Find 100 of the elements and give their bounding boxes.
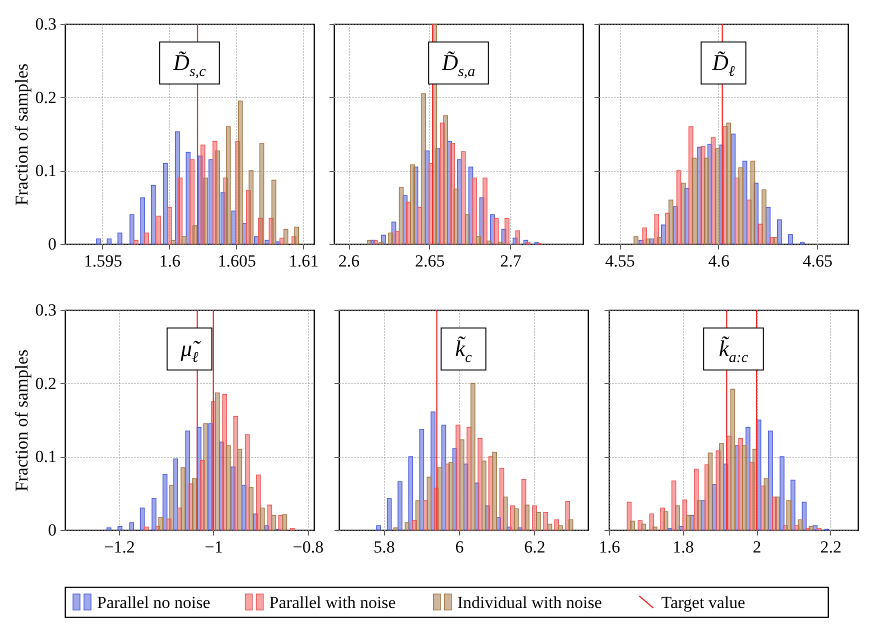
bar <box>394 231 400 244</box>
bar <box>719 443 724 530</box>
bar <box>381 234 386 244</box>
bar <box>167 206 172 244</box>
bar <box>144 526 149 530</box>
x-tick-label: 4.6 <box>708 252 730 270</box>
x-tick-label: 1.8 <box>672 538 694 556</box>
bar <box>282 514 288 530</box>
y-tick-label: 0 <box>48 520 56 540</box>
bar <box>180 467 186 530</box>
bar <box>750 160 756 244</box>
bar <box>129 522 134 530</box>
bar <box>388 232 393 244</box>
bar <box>178 178 183 244</box>
bar <box>790 480 796 530</box>
bar <box>271 514 276 530</box>
bar <box>156 216 162 244</box>
bar <box>777 219 782 244</box>
bar <box>630 520 635 530</box>
bar <box>367 240 372 244</box>
legend-label: Individual with noise <box>457 593 602 612</box>
bar <box>486 240 492 244</box>
legend-label: Target value <box>661 593 746 612</box>
bar <box>676 170 682 244</box>
bar <box>226 126 231 244</box>
bar <box>634 236 638 244</box>
bar <box>238 100 243 244</box>
bar <box>568 519 574 530</box>
bar <box>130 214 134 244</box>
bar <box>494 218 499 244</box>
bar <box>421 93 426 244</box>
bar <box>780 456 784 530</box>
bar <box>472 178 478 244</box>
bar <box>248 487 254 530</box>
bar <box>150 184 156 244</box>
text: μ̃$_{ℓ}$ <box>180 336 202 366</box>
bar <box>117 232 122 244</box>
bar <box>696 500 702 530</box>
bar <box>454 188 458 244</box>
legend-label: Parallel no noise <box>97 593 210 612</box>
bar <box>106 527 112 530</box>
bar <box>448 462 454 530</box>
text: k̃$_{c}$ <box>455 336 472 366</box>
bar <box>171 240 176 244</box>
bar <box>786 500 792 530</box>
bar <box>730 388 736 530</box>
bar <box>514 508 519 530</box>
bar <box>515 230 520 244</box>
x-tick-label: 1.605 <box>218 252 256 270</box>
bar <box>482 460 486 530</box>
bar <box>393 527 398 530</box>
bar <box>158 517 164 530</box>
bar <box>244 434 250 530</box>
bar <box>144 232 150 244</box>
bar <box>710 137 716 244</box>
bar <box>203 178 208 244</box>
bar <box>680 182 686 244</box>
x-tick-label: 1.6 <box>159 252 181 270</box>
y-tick-label: 0.2 <box>35 374 56 393</box>
bar <box>215 150 220 244</box>
x-tick-label: 4.65 <box>802 252 833 270</box>
x-tick-label: 5.8 <box>374 538 395 556</box>
y-tick-label: 0.3 <box>35 14 56 34</box>
bar <box>437 467 442 530</box>
x-tick-label: −1.2 <box>104 538 135 556</box>
bar <box>106 238 112 244</box>
x-tick-label: 1.6 <box>598 538 620 556</box>
bar <box>386 498 392 530</box>
text: D̃$_{ℓ}$ <box>711 50 736 80</box>
bar <box>692 158 697 244</box>
bar <box>460 151 466 244</box>
bar <box>152 498 156 530</box>
bar <box>775 496 780 530</box>
x-tick-label: 2.2 <box>820 538 842 556</box>
bar <box>524 504 530 530</box>
bar <box>492 452 498 530</box>
bar <box>415 500 420 530</box>
x-tick-label: 6.2 <box>524 538 546 556</box>
bar <box>788 234 793 244</box>
bar <box>372 240 378 244</box>
bar <box>646 238 650 244</box>
x-tick-label: 2.7 <box>500 252 522 270</box>
bar <box>715 148 720 244</box>
bar <box>460 439 464 530</box>
bar <box>256 474 261 530</box>
bar <box>398 481 402 530</box>
legend-label: Parallel with noise <box>269 593 396 612</box>
bar <box>504 218 510 244</box>
bar <box>547 524 552 530</box>
bar <box>704 158 709 244</box>
x-tick-label: 2 <box>752 538 762 556</box>
y-tick-label: 0.1 <box>35 161 56 180</box>
bar <box>259 143 264 244</box>
bar <box>465 214 470 244</box>
bar <box>558 525 563 530</box>
x-tick-label: 1.595 <box>84 252 122 270</box>
bar <box>283 228 288 244</box>
x-tick-label: −1 <box>204 538 223 556</box>
bar <box>163 162 168 244</box>
bar <box>410 164 415 244</box>
